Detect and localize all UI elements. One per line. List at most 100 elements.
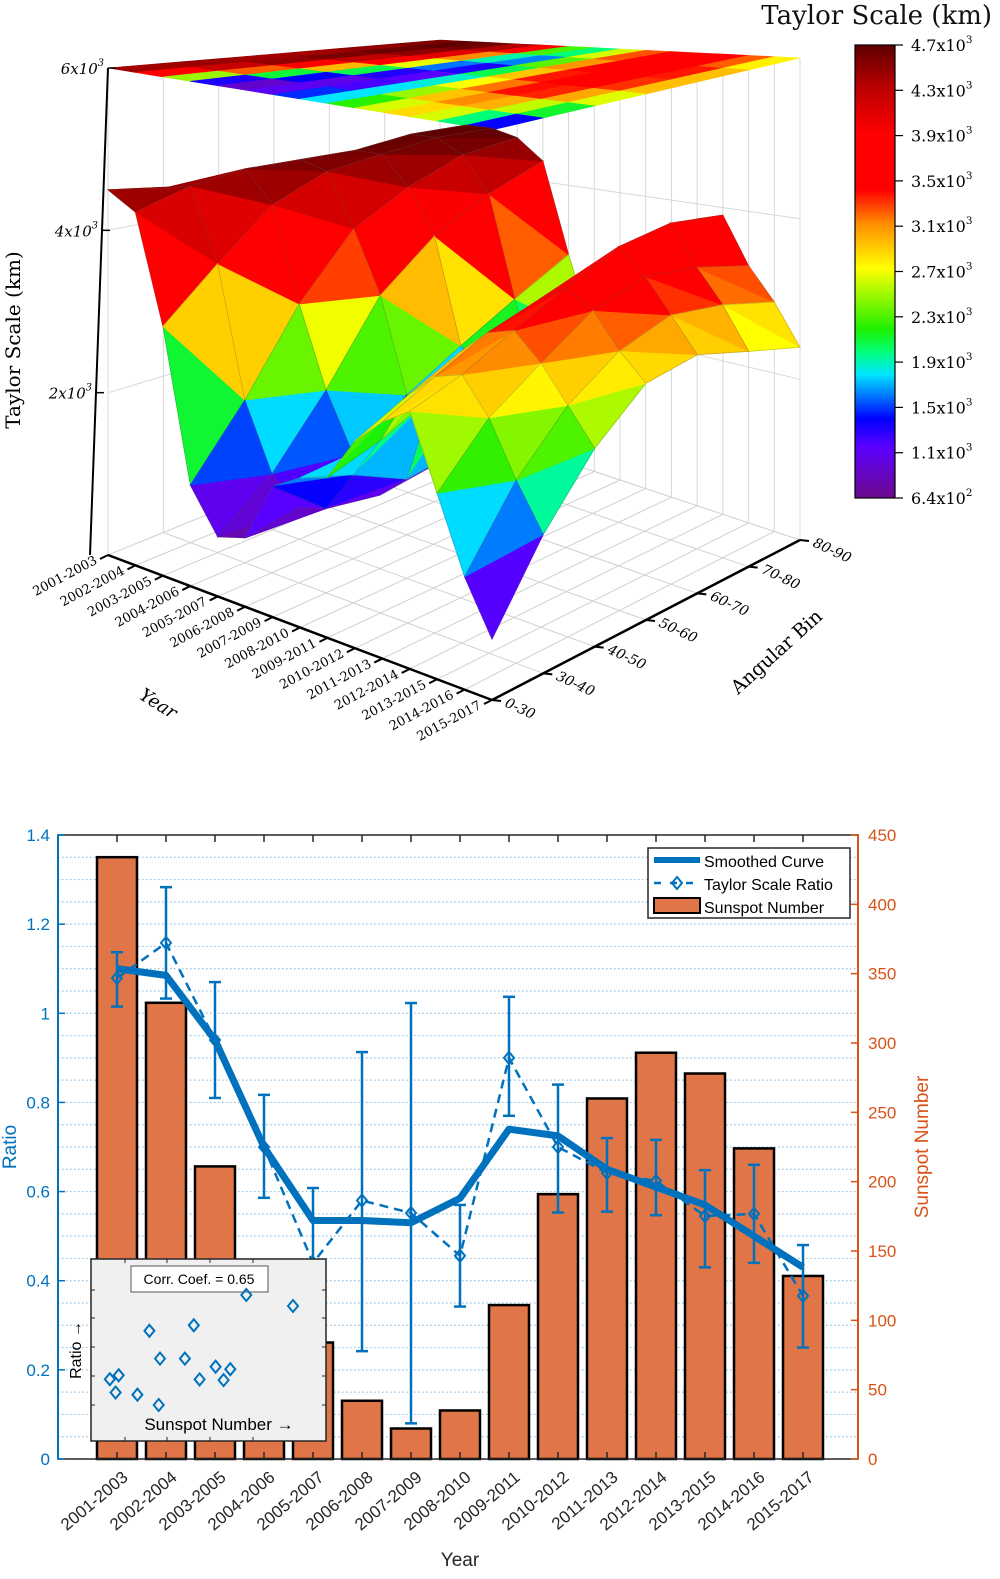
x-tick-label: 2014-2016 xyxy=(694,1468,769,1535)
legend-box xyxy=(647,847,851,919)
angular-tick xyxy=(799,539,810,542)
sunspot-bars xyxy=(95,855,825,1461)
left-tick-label: 0 xyxy=(41,1450,50,1469)
surface-facet xyxy=(406,154,490,195)
sunspot-bar xyxy=(340,1399,384,1461)
colorbar: 4.7x103 4.3x103 3.9x103 3.5x103 3.1x103 2.7x1… xyxy=(854,34,972,508)
inset-scatter-point xyxy=(153,1351,167,1367)
colorbar-tick-label: 3.1x103 xyxy=(911,215,972,236)
surface-facet xyxy=(487,160,570,256)
surface-facet xyxy=(271,170,355,230)
sunspot-bar xyxy=(536,1192,580,1461)
legend-label: Smoothed Curve xyxy=(704,854,824,871)
ratio-marker xyxy=(453,1248,467,1264)
colorbar-bar xyxy=(854,44,896,499)
left-tick-label: 1.4 xyxy=(26,826,50,845)
colorbar-tick-label: 6.4x102 xyxy=(911,487,972,508)
sunspot-bar xyxy=(487,1303,531,1461)
right-axis-title: Sunspot Number xyxy=(912,1075,933,1218)
colorbar-tick-label: 1.1x103 xyxy=(911,442,972,463)
left-tick-label: 1.2 xyxy=(26,915,50,934)
surface-facet xyxy=(410,124,492,135)
x-tick-label: 2015-2017 xyxy=(743,1468,818,1535)
x-tick-label: 2007-2009 xyxy=(351,1468,426,1535)
angular-tick xyxy=(645,619,656,622)
colorbar-tick-label: 1.5x103 xyxy=(911,396,972,417)
ratio-marker xyxy=(110,970,124,986)
surface-facet xyxy=(300,149,382,160)
year-tick xyxy=(99,554,109,560)
ratio-marker xyxy=(404,1205,418,1221)
inset-scatter-point xyxy=(286,1298,300,1314)
inset-scatter-point xyxy=(152,1397,166,1413)
inset-x-label: Sunspot Number → xyxy=(144,1415,293,1434)
ratio-marker xyxy=(747,1206,761,1222)
surface-facet xyxy=(244,507,327,539)
right-tick-label: 300 xyxy=(868,1034,896,1053)
left-tick-label: 1 xyxy=(41,1004,50,1023)
angular-tick xyxy=(748,565,758,569)
surface-facet xyxy=(162,262,246,402)
inset-scatter-point xyxy=(239,1287,253,1303)
z-tick-label: 2x103 xyxy=(48,383,92,403)
surface-facet xyxy=(134,185,219,265)
surface-facet xyxy=(354,376,436,442)
surface-facet xyxy=(460,329,542,376)
x-tick-label: 2012-2014 xyxy=(596,1468,671,1535)
colorbar-tick-label: 4.3x103 xyxy=(911,79,972,100)
surface-facet xyxy=(355,133,437,151)
left-tick-label: 0.4 xyxy=(26,1272,50,1291)
surface-facet xyxy=(463,479,544,578)
ratio-marker xyxy=(306,1255,320,1271)
surface-facet xyxy=(643,266,724,306)
surface-facet xyxy=(326,478,407,509)
sunspot-bar xyxy=(242,1270,286,1461)
angular-tick xyxy=(697,592,707,596)
surface-facet xyxy=(539,246,619,300)
ratio-marker xyxy=(600,1165,614,1181)
surface-facet xyxy=(271,474,355,509)
sunspot-bar xyxy=(438,1409,482,1461)
inset-scatter-point xyxy=(193,1371,206,1387)
x-tick-label: 2006-2008 xyxy=(302,1468,377,1535)
surface-facet xyxy=(617,222,698,269)
right-tick-label: 100 xyxy=(868,1311,896,1330)
x-tick-label: 2013-2015 xyxy=(645,1468,720,1535)
angular-tick xyxy=(491,699,502,702)
ratio-lines xyxy=(110,885,810,1425)
angular-tick-label: 0-30 xyxy=(502,695,537,723)
right-tick-label: 0 xyxy=(868,1450,877,1469)
ratio-marker xyxy=(698,1208,712,1224)
colorbar-tick-label: 2.3x103 xyxy=(911,306,972,327)
surface-mesh-cell xyxy=(464,479,544,641)
colorbar-tick-label: 3.5x103 xyxy=(911,170,972,191)
grid-lines xyxy=(58,856,858,1438)
surface-facet xyxy=(591,275,672,316)
z-tick-label: 4x103 xyxy=(54,220,98,240)
x-tick-label: 2008-2010 xyxy=(400,1468,475,1535)
surface-facet xyxy=(696,265,776,303)
surface-facet xyxy=(566,350,647,407)
inset-y-label: Ratio → xyxy=(68,1321,85,1379)
surface-facet xyxy=(539,309,621,364)
x-axis-title: Year xyxy=(441,1550,480,1571)
corr-coef-label: Corr. Coef. = 0.65 xyxy=(144,1271,255,1287)
year-tick xyxy=(428,678,438,685)
top-contour-projection xyxy=(107,39,801,131)
surface-facet xyxy=(436,127,518,139)
floor-grid-line xyxy=(218,509,595,648)
inset-scatter-point xyxy=(187,1317,201,1333)
surface-facet xyxy=(244,302,327,401)
ratio-marker xyxy=(551,1139,565,1155)
right-tick-label: 350 xyxy=(868,965,896,984)
surface-facet xyxy=(721,301,802,349)
surface-facet xyxy=(352,186,436,237)
angular-tick xyxy=(543,672,553,676)
colorbar-tick-label: 2.7x103 xyxy=(911,261,972,282)
ratio-marker xyxy=(796,1288,810,1304)
angular-tick-label: 40-50 xyxy=(604,641,648,673)
angular-tick-label: 80-90 xyxy=(810,535,853,567)
surface-facet xyxy=(188,168,274,206)
surface-facet xyxy=(669,304,750,353)
